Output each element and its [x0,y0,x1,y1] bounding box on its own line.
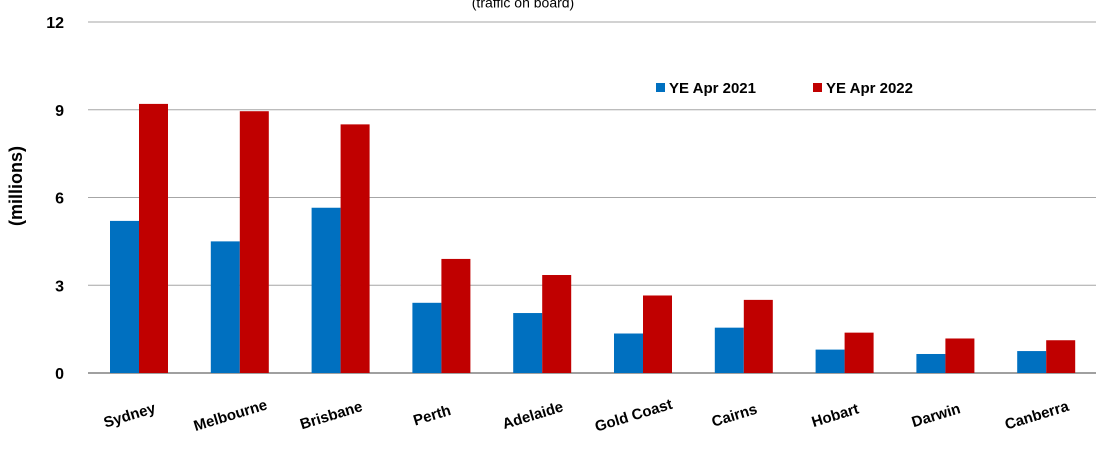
bar-ye-apr-2022-hobart [844,332,874,373]
x-tick-label: Hobart [810,401,861,431]
bar-ye-apr-2021-melbourne [210,241,240,373]
legend-label: YE Apr 2021 [669,80,756,97]
bar-ye-apr-2022-melbourne [239,111,269,374]
y-tick-label: 3 [55,278,64,295]
x-tick-label: Brisbane [298,398,364,433]
bar-ye-apr-2021-darwin [916,353,946,373]
y-tick-label: 12 [46,15,64,32]
x-tick-label: Canberra [1003,398,1072,434]
x-tick-label: Gold Coast [593,396,674,436]
bar-ye-apr-2022-cairns [743,299,773,373]
bar-ye-apr-2022-perth [441,258,471,373]
bar-ye-apr-2021-brisbane [311,207,341,373]
bar-ye-apr-2021-gold-coast [614,333,643,373]
bar-ye-apr-2022-adelaide [542,275,572,373]
y-axis-label: (millions) [6,146,26,226]
bar-ye-apr-2021-adelaide [513,313,543,373]
x-tick-label: Perth [411,402,453,429]
x-tick-label: Sydney [102,400,159,432]
bar-ye-apr-2021-sydney [110,220,139,373]
bar-ye-apr-2022-darwin [945,338,975,373]
x-tick-label: Adelaide [500,398,565,433]
bar-ye-apr-2021-cairns [714,327,744,373]
bars [110,103,1076,374]
legend: YE Apr 2021 YE Apr 2022 [656,80,913,97]
bar-ye-apr-2021-perth [412,302,442,373]
bar-ye-apr-2022-sydney [139,103,168,374]
x-tick-label: Cairns [710,401,760,431]
bar-ye-apr-2021-hobart [815,349,845,373]
bar-ye-apr-2021-canberra [1017,351,1047,373]
bar-ye-apr-2022-brisbane [340,124,370,373]
legend-swatch [813,83,822,92]
y-tick-label: 0 [55,366,64,383]
bar-ye-apr-2022-canberra [1046,340,1076,373]
chart-subtitle: (traffic on board) [472,0,574,11]
legend-swatch [656,83,665,92]
y-tick-label: 6 [55,191,64,208]
x-tick-label: Darwin [910,400,963,431]
y-tick-labels: 0 3 6 9 12 [46,15,64,383]
x-tick-labels: Sydney Melbourne Brisbane Perth Adelaide Gold… [102,396,1072,436]
y-tick-label: 9 [55,103,64,120]
bar-ye-apr-2022-gold-coast [643,295,672,373]
x-tick-label: Melbourne [192,396,270,434]
legend-label: YE Apr 2022 [826,80,913,97]
